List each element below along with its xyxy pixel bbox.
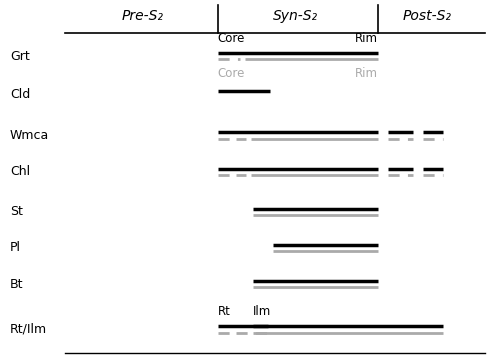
- Text: Pre-S₂: Pre-S₂: [122, 9, 164, 23]
- Text: Pl: Pl: [10, 241, 21, 254]
- Text: Syn-S₂: Syn-S₂: [272, 9, 318, 23]
- Text: Rim: Rim: [354, 32, 378, 45]
- Text: Rim: Rim: [354, 67, 378, 80]
- Text: St: St: [10, 205, 23, 218]
- Text: Core: Core: [218, 67, 245, 80]
- Text: Ilm: Ilm: [252, 305, 271, 318]
- Text: Wmca: Wmca: [10, 129, 49, 142]
- Text: Rt/Ilm: Rt/Ilm: [10, 323, 47, 336]
- Text: Bt: Bt: [10, 278, 24, 291]
- Text: Rt: Rt: [218, 305, 230, 318]
- Text: Post-S₂: Post-S₂: [403, 9, 452, 23]
- Text: Cld: Cld: [10, 88, 30, 101]
- Text: Grt: Grt: [10, 50, 30, 63]
- Text: Chl: Chl: [10, 165, 30, 178]
- Text: Core: Core: [218, 32, 245, 45]
